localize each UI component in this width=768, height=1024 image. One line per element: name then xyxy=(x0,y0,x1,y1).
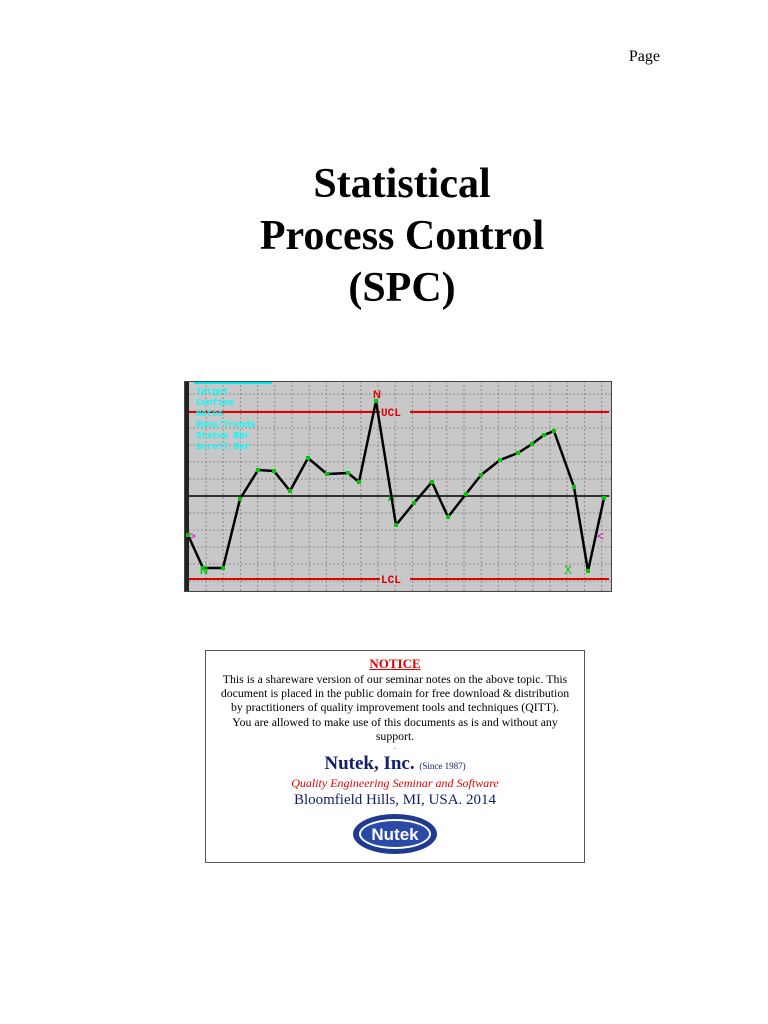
data-point xyxy=(346,471,350,475)
data-point xyxy=(374,399,378,403)
data-point xyxy=(479,473,483,477)
chart-menu: Target Confine Notes Runs/Trends Status … xyxy=(194,382,272,452)
data-point xyxy=(586,569,590,573)
marker-n-top: N xyxy=(373,389,381,401)
data-point xyxy=(430,480,434,484)
lcl-label: LCL xyxy=(381,575,401,587)
ucl-label: UCL xyxy=(381,408,401,420)
data-point xyxy=(572,485,576,489)
data-point xyxy=(498,458,502,462)
data-point xyxy=(238,497,242,501)
page-label: Page xyxy=(628,48,660,65)
title-line-1: Statistical xyxy=(313,161,491,207)
menu-item-runs-trends: Runs/Trends xyxy=(196,420,255,430)
ucl-label-bg xyxy=(380,406,410,418)
marker-right: < xyxy=(597,529,604,543)
notice-line-3: by practitioners of quality improvement … xyxy=(231,700,559,715)
data-point xyxy=(221,566,225,570)
data-point xyxy=(272,469,276,473)
data-point xyxy=(394,523,398,527)
data-point xyxy=(325,472,329,476)
company-name-line: Nutek, Inc. (Since 1987) xyxy=(206,753,584,775)
data-point xyxy=(256,468,260,472)
data-point xyxy=(306,456,310,460)
data-point xyxy=(288,489,292,493)
menu-item-notes: Notes xyxy=(196,409,223,419)
company-location: Bloomfield Hills, MI, USA. 2014 xyxy=(293,792,497,809)
notice-title: NOTICE xyxy=(369,656,421,671)
menu-item-status-bar: Status Bar xyxy=(196,431,250,441)
data-point xyxy=(357,480,361,484)
menu-item-target: Target xyxy=(196,387,228,397)
data-point xyxy=(530,442,534,446)
data-point xyxy=(464,492,468,496)
notice-line-4: You are allowed to make use of this docu… xyxy=(232,714,558,729)
marker-n-bottom: N xyxy=(200,565,208,577)
data-point xyxy=(201,566,205,570)
nutek-logo-text: Nutek xyxy=(371,825,419,844)
data-point xyxy=(602,496,606,500)
company-since: (Since 1987) xyxy=(419,761,466,772)
company-tagline: Quality Engineering Seminar and Software xyxy=(291,776,499,791)
data-points xyxy=(186,399,606,573)
data-point xyxy=(412,501,416,505)
notice-body: This is a shareware version of our semin… xyxy=(206,672,584,743)
data-point xyxy=(542,433,546,437)
notice-dot: . xyxy=(394,742,396,752)
data-point xyxy=(552,429,556,433)
marker-x: X xyxy=(564,563,572,577)
notice-box: NOTICE This is a shareware version of ou… xyxy=(205,650,585,863)
data-point xyxy=(186,533,190,537)
title-line-3: (SPC) xyxy=(348,265,456,311)
page-title: Statistical Process Control (SPC) xyxy=(0,158,768,314)
marker-left: > xyxy=(189,529,196,543)
control-chart-image: UCL LCL A Target Confine Notes Runs/Tren… xyxy=(184,381,612,592)
data-point xyxy=(446,515,450,519)
notice-line-1: This is a shareware version of our semin… xyxy=(222,672,568,686)
menu-item-scroll-bar: Scroll Bar xyxy=(196,442,250,452)
menu-item-confine: Confine xyxy=(196,398,234,408)
menu-top-bar xyxy=(194,382,272,384)
company-name: Nutek, Inc. xyxy=(324,753,415,775)
title-line-2: Process Control xyxy=(259,213,545,259)
control-chart-svg: UCL LCL A Target Confine Notes Runs/Tren… xyxy=(184,381,612,592)
lcl-label-bg xyxy=(380,573,410,585)
data-point xyxy=(516,451,520,455)
chart-left-border xyxy=(184,381,189,592)
nutek-logo: Nutek xyxy=(353,814,437,855)
notice-line-5: support. xyxy=(375,728,415,743)
notice-line-2: document is placed in the public domain … xyxy=(220,686,570,701)
chart-frame xyxy=(184,381,612,592)
